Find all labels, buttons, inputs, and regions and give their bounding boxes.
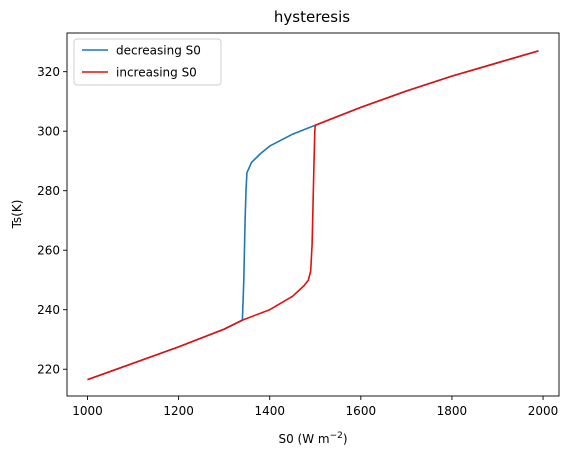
x-tick-label: 1200 — [163, 404, 194, 418]
x-tick-label: 1400 — [254, 404, 285, 418]
x-tick-label: 1800 — [437, 404, 468, 418]
legend-box — [73, 38, 222, 86]
y-tick-label: 240 — [37, 303, 60, 317]
x-axis-label-exponent: −2 — [330, 431, 343, 441]
y-tick-label: 320 — [37, 65, 60, 79]
plot-lines — [87, 50, 539, 381]
series-line-increasing-s0 — [87, 50, 539, 381]
y-tick-label: 260 — [37, 244, 60, 258]
x-axis-label-close: ) — [343, 432, 348, 446]
y-axis-ticks: 220 240 260 280 300 320 — [37, 65, 67, 377]
x-axis-label: S0 (W m−2) — [278, 431, 347, 446]
legend-label-increasing: increasing S0 — [116, 66, 197, 80]
legend-label-decreasing: decreasing S0 — [116, 44, 201, 58]
x-axis-ticks: 1000 1200 1400 1600 1800 2000 — [72, 396, 558, 418]
y-tick-label: 220 — [37, 363, 60, 377]
plot-frame — [66, 32, 560, 397]
x-axis-label-main: S0 (W m — [278, 432, 329, 446]
x-tick-label: 2000 — [528, 404, 559, 418]
y-tick-label: 280 — [37, 184, 60, 198]
x-tick-label: 1000 — [72, 404, 103, 418]
chart-title: hysteresis — [274, 8, 350, 26]
legend: decreasing S0 increasing S0 — [73, 38, 222, 86]
y-tick-label: 300 — [37, 125, 60, 139]
y-axis-label: Ts(K) — [10, 200, 24, 230]
x-tick-label: 1600 — [346, 404, 377, 418]
